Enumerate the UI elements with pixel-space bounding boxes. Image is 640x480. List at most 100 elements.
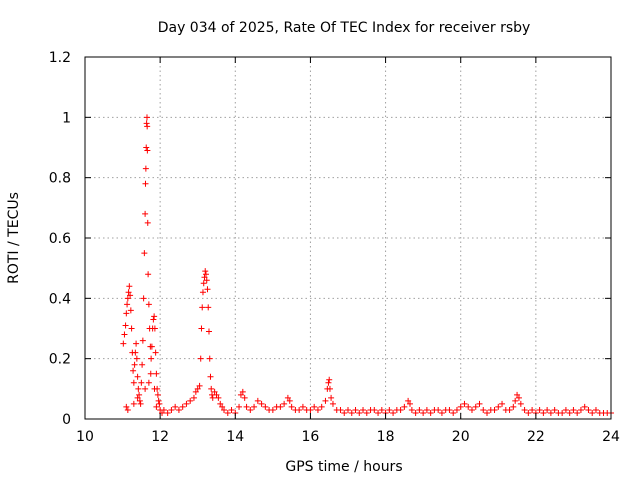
x-tick-label: 14	[226, 429, 244, 445]
data-point	[574, 409, 581, 416]
data-point	[154, 391, 161, 398]
data-point	[219, 403, 226, 410]
data-point	[205, 328, 212, 335]
data-point	[450, 409, 457, 416]
data-point	[254, 397, 261, 404]
data-point	[236, 403, 243, 410]
data-point	[138, 379, 145, 386]
data-point	[134, 373, 141, 380]
data-point	[525, 409, 532, 416]
data-point	[559, 409, 566, 416]
data-point	[239, 388, 246, 395]
data-point	[337, 406, 344, 413]
data-point	[121, 331, 128, 338]
data-point	[136, 397, 143, 404]
data-point	[461, 400, 468, 407]
data-point	[143, 144, 150, 151]
grid-lines	[85, 57, 611, 419]
data-point	[570, 406, 577, 413]
data-point	[499, 400, 506, 407]
data-point	[547, 409, 554, 416]
data-point	[143, 120, 150, 127]
data-point	[211, 388, 218, 395]
data-point	[123, 403, 130, 410]
data-point	[132, 349, 139, 356]
data-point	[375, 409, 382, 416]
data-point	[408, 406, 415, 413]
data-point	[144, 123, 151, 130]
y-tick-label: 0.2	[49, 352, 71, 368]
data-point	[202, 268, 209, 275]
data-point	[151, 313, 158, 320]
data-point	[208, 385, 215, 392]
data-point	[130, 379, 137, 386]
data-point	[144, 147, 151, 154]
data-point	[345, 406, 351, 413]
data-point	[197, 355, 204, 362]
data-point	[465, 403, 472, 410]
data-point	[204, 286, 211, 293]
data-point	[145, 271, 152, 278]
data-point	[269, 406, 276, 413]
x-axis-label: GPS time / hours	[285, 459, 402, 475]
data-point	[137, 400, 144, 407]
data-point	[201, 274, 208, 281]
data-point	[457, 403, 464, 410]
data-point	[172, 403, 179, 410]
data-point	[515, 394, 522, 401]
data-point	[247, 406, 254, 413]
data-point	[199, 289, 206, 296]
data-point	[159, 409, 166, 416]
data-point	[435, 406, 442, 413]
data-point	[314, 406, 321, 413]
data-point	[124, 301, 131, 308]
x-tick-label: 16	[302, 429, 320, 445]
data-point	[517, 400, 524, 407]
data-point	[386, 406, 393, 413]
data-point	[585, 406, 592, 413]
data-point	[207, 373, 214, 380]
data-point	[120, 340, 127, 347]
data-point	[145, 301, 152, 308]
data-point	[142, 165, 149, 172]
data-point	[371, 406, 378, 413]
axis-ticks	[84, 56, 612, 420]
y-tick-label: 1.2	[49, 50, 71, 66]
data-point	[139, 337, 146, 344]
data-point	[130, 367, 137, 374]
data-point	[529, 406, 536, 413]
data-point	[356, 409, 363, 416]
data-point	[521, 406, 528, 413]
data-point	[472, 403, 479, 410]
data-point	[160, 406, 167, 413]
data-point	[405, 397, 412, 404]
y-tick-label: 0	[62, 412, 71, 428]
data-point	[127, 307, 134, 314]
data-point	[139, 361, 146, 368]
data-point	[299, 403, 306, 410]
data-point	[423, 406, 430, 413]
data-point	[476, 400, 483, 407]
data-point	[125, 289, 132, 296]
data-point	[198, 325, 205, 332]
x-tick-label: 20	[452, 429, 470, 445]
data-point	[277, 403, 284, 410]
data-point	[544, 406, 551, 413]
data-point	[155, 397, 162, 404]
data-point	[133, 355, 140, 362]
data-point	[453, 406, 460, 413]
data-point	[577, 406, 584, 413]
data-point	[241, 394, 248, 401]
data-point	[341, 409, 348, 416]
data-point	[152, 349, 159, 356]
y-tick-label: 0.8	[49, 171, 71, 187]
data-point	[144, 219, 151, 226]
data-point	[491, 406, 498, 413]
x-tick-label: 24	[602, 429, 620, 445]
data-point	[262, 403, 269, 410]
data-point	[131, 361, 138, 368]
data-point	[288, 403, 295, 410]
x-tick-label: 12	[151, 429, 169, 445]
data-point	[326, 376, 333, 383]
